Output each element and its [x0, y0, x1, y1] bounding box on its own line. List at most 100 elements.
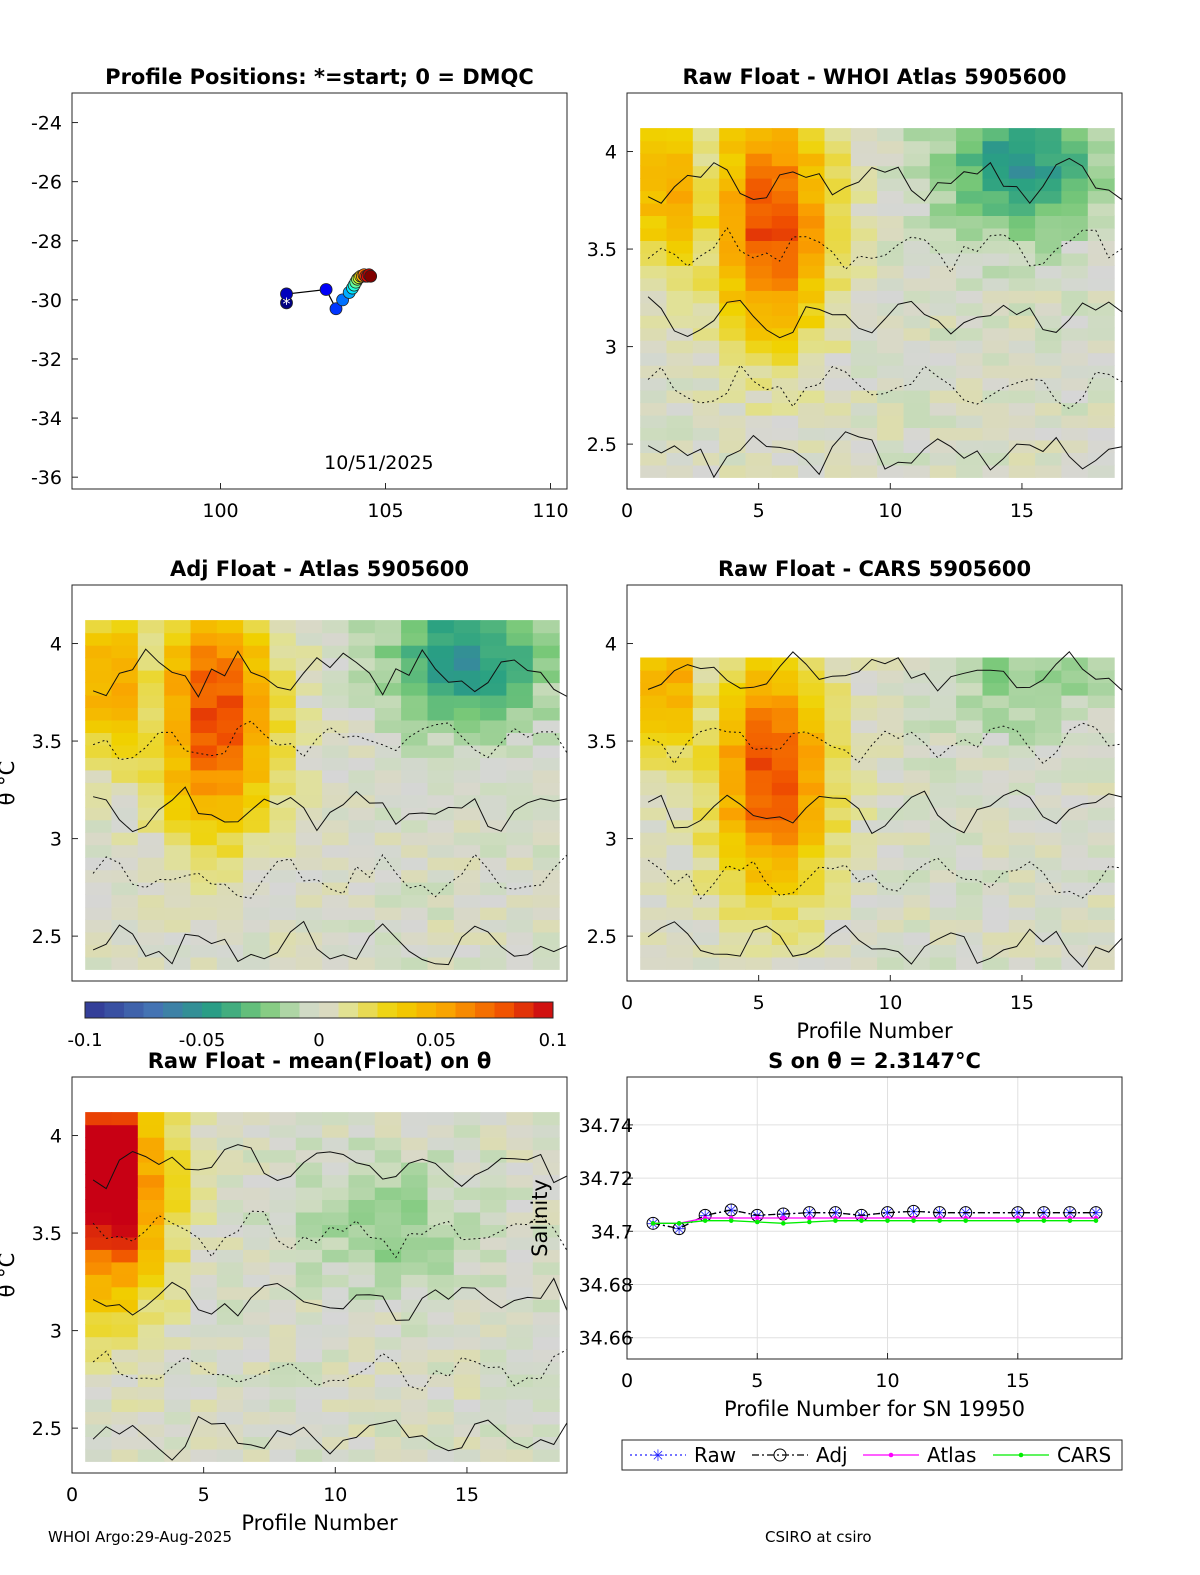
colorbar-segment: [338, 1002, 359, 1018]
raw-whoi-cell: [929, 352, 957, 366]
adj-atlas-cell: [506, 694, 534, 708]
raw-whoi-cell: [745, 153, 773, 167]
raw-mean-cell: [506, 1299, 534, 1313]
raw-cars-cell: [798, 931, 825, 945]
raw-mean-cell: [190, 1299, 218, 1313]
adj-atlas-cell: [164, 694, 192, 708]
adj-atlas-cell: [243, 956, 270, 970]
raw-mean-cell: [348, 1261, 376, 1275]
adj-atlas-cell: [401, 944, 428, 958]
colorbar-segment: [163, 1002, 183, 1018]
raw-mean-cell: [216, 1274, 244, 1288]
raw-mean-cell: [427, 1112, 455, 1126]
adj-atlas-cell: [401, 682, 428, 696]
raw-whoi-cell: [666, 128, 694, 142]
positions-ytick-label: -30: [31, 290, 62, 312]
positions-xtick-label: 105: [367, 500, 403, 522]
raw-cars-cell: [1087, 882, 1115, 896]
raw-whoi-cell: [877, 302, 904, 316]
raw-mean-cell: [401, 1274, 428, 1288]
raw-whoi-cell: [798, 178, 825, 192]
raw-cars-cell: [745, 944, 773, 958]
raw-mean-ylabel: θ °C: [0, 1253, 19, 1298]
raw-mean-cell: [374, 1436, 402, 1450]
raw-whoi-cell: [1061, 190, 1089, 204]
raw-mean-cell: [532, 1436, 560, 1450]
raw-whoi-cell: [1035, 464, 1062, 478]
raw-whoi-cell: [798, 153, 825, 167]
raw-whoi-cell: [824, 340, 852, 354]
raw-whoi-cell: [798, 290, 825, 304]
raw-cars-cell: [1087, 744, 1115, 758]
raw-cars-cell: [956, 707, 983, 721]
adj-atlas-cell: [111, 732, 139, 746]
raw-cars-cell: [982, 919, 1010, 933]
raw-cars-cell: [824, 882, 852, 896]
raw-cars-cell: [798, 832, 825, 846]
raw-whoi-cell: [929, 140, 957, 154]
raw-cars-cell: [745, 894, 773, 908]
raw-whoi-cell: [956, 277, 983, 291]
raw-mean-cell: [374, 1112, 402, 1126]
raw-whoi-cell: [850, 153, 878, 167]
raw-cars-cell: [982, 931, 1010, 945]
raw-cars-cell: [640, 794, 668, 808]
raw-whoi-cell: [692, 252, 720, 266]
adj-atlas-cell: [216, 906, 244, 920]
raw-mean-cell: [243, 1137, 270, 1151]
raw-whoi-cell: [1035, 452, 1062, 466]
raw-mean-cell: [295, 1299, 323, 1313]
raw-whoi-cell: [877, 277, 904, 291]
adj-atlas-contour: [92, 648, 568, 698]
adj-atlas-cell: [295, 832, 323, 846]
adj-atlas-cell: [111, 832, 139, 846]
adj-atlas-cell: [85, 620, 113, 634]
raw-mean-cell: [532, 1448, 560, 1462]
raw-cars-cell: [877, 832, 904, 846]
raw-cars-cell: [692, 882, 720, 896]
adj-atlas-cell: [164, 956, 192, 970]
raw-mean-cell: [401, 1174, 428, 1188]
raw-cars-cell: [771, 757, 799, 771]
raw-mean-cell: [295, 1398, 323, 1412]
raw-whoi-cell: [798, 352, 825, 366]
raw-cars-ytick-label: 2.5: [587, 926, 617, 948]
raw-whoi-cell: [1061, 290, 1089, 304]
raw-mean-cell: [453, 1311, 481, 1325]
raw-cars-cell: [956, 882, 983, 896]
raw-mean-cell: [243, 1186, 270, 1200]
adj-atlas-cell: [216, 919, 244, 933]
adj-atlas-cell: [480, 894, 507, 908]
raw-whoi-cell: [903, 290, 931, 304]
raw-mean-cells: [85, 1112, 560, 1462]
raw-cars-cell: [771, 807, 799, 821]
raw-whoi-cell: [824, 427, 852, 441]
raw-whoi-cell: [982, 340, 1010, 354]
adj-atlas-cell: [243, 882, 270, 896]
raw-mean-cell: [190, 1211, 218, 1225]
raw-whoi-xtick-label: 10: [878, 500, 902, 522]
raw-mean-cell: [85, 1361, 113, 1375]
adj-atlas-cell: [532, 670, 560, 684]
raw-cars-cell: [850, 819, 878, 833]
raw-whoi-cell: [1061, 252, 1089, 266]
adj-atlas-cell: [348, 682, 376, 696]
raw-cars-cell: [903, 769, 931, 783]
raw-whoi-cell: [666, 352, 694, 366]
adj-atlas-cell: [269, 682, 297, 696]
raw-cars-cell: [956, 844, 983, 858]
raw-mean-cell: [348, 1398, 376, 1412]
raw-mean-cell: [401, 1236, 428, 1250]
raw-mean-cell: [427, 1423, 455, 1437]
raw-mean-cell: [322, 1149, 349, 1163]
adj-atlas-cell: [190, 670, 218, 684]
raw-mean-cell: [532, 1186, 560, 1200]
raw-whoi-cell: [719, 315, 747, 329]
raw-whoi-cell: [666, 140, 694, 154]
raw-cars-cell: [666, 794, 694, 808]
raw-cars-cell: [1061, 707, 1089, 721]
raw-whoi-cell: [745, 265, 773, 279]
raw-cars-cell: [850, 919, 878, 933]
adj-atlas-cell: [480, 782, 507, 796]
raw-mean-cell: [348, 1149, 376, 1163]
